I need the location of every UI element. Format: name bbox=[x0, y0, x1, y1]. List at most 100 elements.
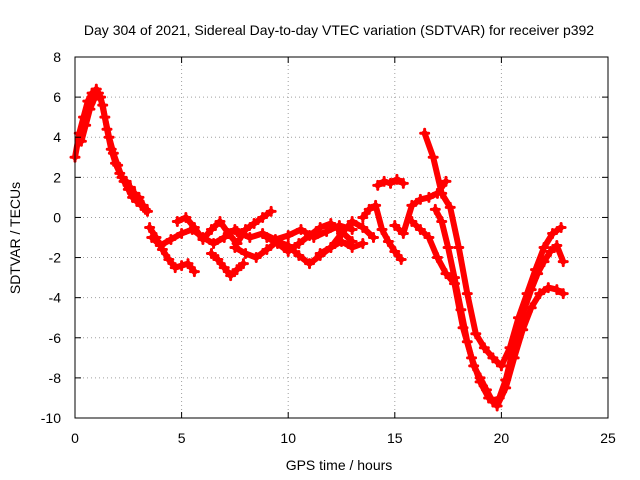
data-point bbox=[453, 242, 465, 254]
data-point bbox=[423, 191, 435, 203]
data-point bbox=[321, 225, 333, 237]
data-point bbox=[487, 352, 499, 364]
data-point bbox=[525, 284, 537, 296]
y-tick-label: -6 bbox=[49, 330, 62, 346]
data-point bbox=[357, 211, 369, 223]
data-point bbox=[240, 223, 252, 235]
data-point bbox=[165, 234, 177, 246]
data-point bbox=[272, 238, 284, 250]
data-point bbox=[363, 203, 375, 215]
data-point bbox=[512, 322, 524, 334]
data-point bbox=[218, 262, 230, 274]
data-point bbox=[542, 282, 554, 294]
x-tick-label: 0 bbox=[71, 430, 79, 446]
data-point bbox=[188, 266, 200, 278]
data-point bbox=[144, 221, 156, 233]
data-point bbox=[205, 223, 217, 235]
data-point bbox=[257, 211, 269, 223]
data-point bbox=[336, 227, 347, 239]
data-point bbox=[229, 242, 241, 254]
data-point bbox=[431, 252, 443, 264]
y-tick-label: 6 bbox=[53, 89, 61, 105]
y-tick-labels: -10 -8 -6 -4 -2 0 2 4 6 8 bbox=[41, 49, 61, 426]
data-point bbox=[214, 215, 226, 227]
data-point bbox=[444, 201, 456, 213]
data-point bbox=[532, 268, 544, 280]
data-point bbox=[110, 157, 122, 169]
data-point bbox=[176, 227, 188, 239]
data-point bbox=[455, 304, 467, 316]
data-point bbox=[237, 258, 249, 270]
y-tick-label: 2 bbox=[53, 169, 61, 185]
data-point bbox=[506, 348, 518, 360]
data-point bbox=[389, 246, 401, 258]
x-tick-label: 10 bbox=[280, 430, 296, 446]
data-point bbox=[208, 238, 220, 250]
data-point bbox=[80, 119, 92, 131]
data-point bbox=[544, 246, 556, 258]
data-point bbox=[304, 258, 316, 270]
data-point bbox=[493, 392, 505, 404]
data-point bbox=[248, 217, 260, 229]
data-point bbox=[429, 203, 441, 215]
data-point bbox=[114, 167, 126, 179]
data-point bbox=[261, 244, 273, 256]
data-point bbox=[122, 183, 134, 195]
data-point bbox=[440, 268, 452, 280]
data-point bbox=[231, 264, 243, 276]
data-point bbox=[265, 205, 277, 217]
data-point bbox=[314, 221, 326, 233]
y-tick-label: -8 bbox=[49, 370, 62, 386]
data-point bbox=[325, 217, 337, 229]
data-point bbox=[385, 177, 397, 189]
data-point bbox=[293, 250, 305, 262]
data-point bbox=[250, 252, 262, 264]
data-point bbox=[282, 229, 294, 241]
data-point bbox=[75, 135, 87, 147]
data-point bbox=[557, 288, 569, 300]
data-point bbox=[395, 254, 407, 266]
y-axis-label: SDTVAR / TECUs bbox=[7, 182, 23, 294]
series-arc-2 bbox=[78, 90, 149, 213]
y-tick-label: -2 bbox=[49, 250, 62, 266]
data-point bbox=[370, 199, 382, 211]
data-point bbox=[169, 262, 181, 274]
data-point bbox=[534, 288, 546, 300]
x-tick-label: 5 bbox=[178, 430, 186, 446]
data-point bbox=[547, 227, 559, 239]
series-arc-15 bbox=[421, 130, 565, 369]
data-point bbox=[419, 127, 431, 139]
data-point bbox=[478, 342, 490, 354]
data-point bbox=[468, 360, 480, 372]
data-point bbox=[357, 221, 369, 233]
data-point bbox=[357, 238, 369, 250]
data-point bbox=[314, 248, 326, 260]
data-point bbox=[557, 256, 569, 268]
data-point bbox=[495, 360, 507, 372]
data-point bbox=[442, 242, 454, 254]
data-point bbox=[378, 175, 390, 187]
y-tick-label: 8 bbox=[53, 49, 61, 65]
data-point bbox=[212, 254, 224, 266]
x-axis-label: GPS time / hours bbox=[286, 457, 393, 473]
data-point bbox=[139, 203, 151, 215]
y-tick-label: 0 bbox=[53, 209, 61, 225]
data-point bbox=[101, 123, 113, 135]
data-point bbox=[231, 225, 243, 237]
data-point bbox=[391, 173, 403, 185]
data-point bbox=[88, 93, 100, 105]
data-point bbox=[223, 227, 235, 239]
data-point bbox=[188, 221, 200, 233]
data-traces bbox=[69, 83, 569, 412]
data-point bbox=[182, 258, 194, 270]
data-point bbox=[346, 215, 358, 227]
data-point bbox=[538, 256, 550, 268]
data-point bbox=[470, 328, 482, 340]
data-point bbox=[240, 248, 252, 260]
data-point bbox=[325, 242, 337, 254]
plot-frame bbox=[74, 56, 609, 419]
data-point bbox=[538, 242, 550, 254]
data-point bbox=[406, 215, 418, 227]
chart-title: Day 304 of 2021, Sidereal Day-to-day VTE… bbox=[84, 22, 594, 38]
data-point bbox=[414, 193, 426, 205]
